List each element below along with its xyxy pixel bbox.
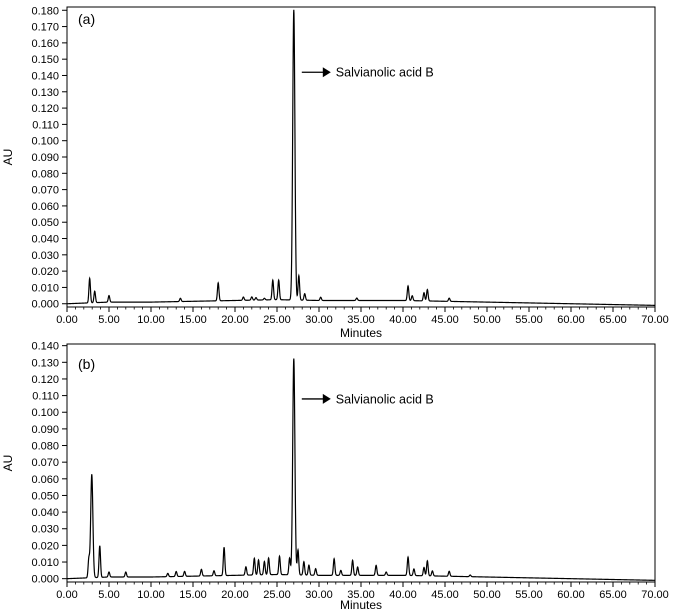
- x-tick-label: 25.00: [263, 589, 291, 601]
- y-tick-label: 0.100: [31, 407, 59, 419]
- y-tick-label: 0.120: [31, 374, 59, 386]
- x-tick-label: 20.00: [221, 589, 249, 601]
- y-tick-label: 0.000: [31, 299, 59, 311]
- annotation-arrow-head: [322, 393, 331, 404]
- x-tick-label: 35.00: [347, 314, 375, 326]
- x-tick-label: 55.00: [515, 314, 543, 326]
- y-tick-label: 0.140: [31, 70, 59, 82]
- x-tick-label: 65.00: [599, 314, 627, 326]
- x-tick-label: 25.00: [263, 314, 291, 326]
- y-tick-label: 0.070: [31, 457, 59, 469]
- y-tick-label: 0.010: [31, 282, 59, 294]
- x-tick-label: 40.00: [389, 314, 417, 326]
- x-tick-label: 45.00: [431, 314, 459, 326]
- x-tick-label: 0.00: [56, 314, 77, 326]
- panel-label: (b): [78, 356, 95, 372]
- x-tick-label: 0.00: [56, 589, 77, 601]
- y-tick-label: 0.160: [31, 38, 59, 50]
- y-tick-label: 0.050: [31, 490, 59, 502]
- plot-frame: [66, 343, 656, 583]
- annotation-label: Salvianolic acid B: [336, 66, 434, 80]
- x-tick-label: 50.00: [473, 589, 501, 601]
- y-tick-label: 0.020: [31, 266, 59, 278]
- y-tick-label: 0.090: [31, 152, 59, 164]
- y-tick-label: 0.000: [31, 574, 59, 586]
- annotation-arrow-head: [322, 67, 331, 78]
- x-tick-label: 20.00: [221, 314, 249, 326]
- x-tick-label: 5.00: [98, 589, 119, 601]
- x-tick-label: 5.00: [98, 314, 119, 326]
- y-tick-label: 0.150: [31, 54, 59, 66]
- y-tick-label: 0.110: [32, 391, 59, 403]
- x-tick-label: 30.00: [305, 589, 333, 601]
- x-axis-title: Minutes: [340, 598, 382, 609]
- x-tick-label: 40.00: [389, 589, 417, 601]
- y-tick-label: 0.070: [31, 185, 59, 197]
- y-tick-label: 0.060: [31, 474, 59, 486]
- plot-frame: [66, 6, 656, 308]
- chart-panel-a: 0.00 5.00 10.00 15.00 20.00 25.00 30.00 35.00 40…: [1, 5, 669, 340]
- y-tick-label: 0.040: [31, 234, 59, 246]
- y-tick-label: 0.110: [32, 119, 59, 131]
- y-tick-label: 0.130: [31, 87, 59, 99]
- x-tick-label: 65.00: [599, 589, 627, 601]
- y-tick-label: 0.030: [31, 250, 59, 262]
- y-axis-title: AU: [1, 455, 15, 472]
- x-tick-label: 50.00: [473, 314, 501, 326]
- y-tick-label: 0.010: [31, 557, 59, 569]
- annotation-label: Salvianolic acid B: [336, 392, 434, 406]
- x-axis-title: Minutes: [340, 326, 382, 340]
- chart-panel-b: 0.00 5.00 10.00 15.00 20.00 25.00 30.00 35.00 40…: [1, 341, 669, 609]
- y-tick-label: 0.060: [31, 201, 59, 213]
- x-tick-label: 35.00: [347, 589, 375, 601]
- y-tick-label: 0.180: [31, 5, 59, 17]
- y-tick-label: 0.080: [31, 441, 59, 453]
- chromatogram-trace: [66, 9, 655, 306]
- x-tick-label: 60.00: [557, 589, 585, 601]
- x-tick-label: 60.00: [557, 314, 585, 326]
- x-tick-label: 10.00: [137, 314, 165, 326]
- y-tick-label: 0.120: [31, 103, 59, 115]
- y-tick-label: 0.050: [31, 217, 59, 229]
- y-tick-label: 0.100: [31, 136, 59, 148]
- y-tick-label: 0.020: [31, 540, 59, 552]
- x-tick-label: 45.00: [431, 589, 459, 601]
- y-tick-label: 0.090: [31, 424, 59, 436]
- x-tick-label: 15.00: [179, 589, 207, 601]
- y-tick-label: 0.080: [31, 168, 59, 180]
- x-tick-label: 10.00: [137, 589, 165, 601]
- x-tick-label: 70.00: [641, 314, 669, 326]
- y-tick-label: 0.130: [31, 357, 59, 369]
- x-tick-label: 70.00: [641, 589, 669, 601]
- x-tick-label: 15.00: [179, 314, 207, 326]
- y-tick-label: 0.140: [31, 341, 59, 353]
- chromatogram-trace: [66, 358, 656, 581]
- y-tick-label: 0.030: [31, 524, 59, 536]
- x-tick-label: 30.00: [305, 314, 333, 326]
- y-tick-label: 0.040: [31, 507, 59, 519]
- y-axis-title: AU: [1, 149, 15, 166]
- y-tick-label: 0.170: [31, 22, 59, 34]
- x-tick-label: 55.00: [515, 589, 543, 601]
- panel-label: (a): [78, 11, 95, 27]
